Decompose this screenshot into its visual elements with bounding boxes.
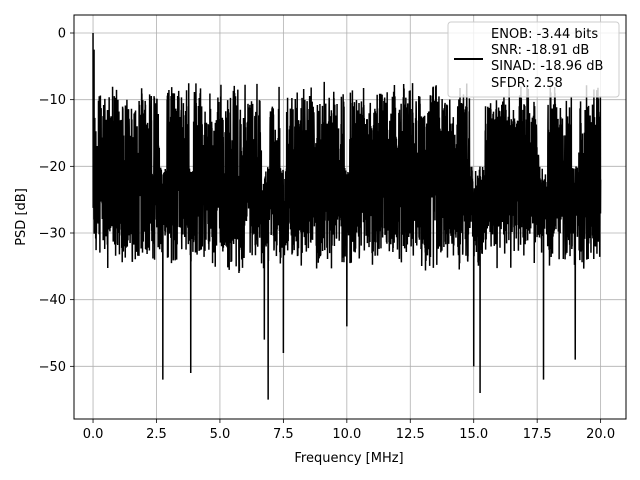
y-axis-label: PSD [dB]	[14, 188, 29, 246]
plot-area	[92, 32, 602, 400]
y-axis: 0 −10 −20 −30 −40 −50	[39, 27, 74, 375]
x-tick-label: 7.5	[273, 427, 294, 442]
x-axis: 0.0 2.5 5.0 7.5 10.0 12.5 15.0 17.5 20.0	[83, 419, 615, 442]
x-tick-label: 20.0	[586, 427, 615, 442]
x-tick-label: 10.0	[332, 427, 361, 442]
plot-frame	[73, 14, 627, 420]
x-tick-label: 17.5	[523, 427, 552, 442]
x-axis-label: Frequency [MHz]	[294, 451, 403, 466]
y-tick-label: −40	[39, 293, 66, 308]
x-tick-label: 5.0	[210, 427, 231, 442]
x-tick-label: 15.0	[459, 427, 488, 442]
psd-series-line	[92, 32, 602, 400]
legend-entry-sfdr: SFDR: 2.58	[491, 76, 563, 91]
y-tick-label: −50	[39, 360, 66, 375]
legend-entry-snr: SNR: -18.91 dB	[491, 43, 589, 58]
legend-box	[447, 21, 620, 98]
x-tick-label: 12.5	[396, 427, 425, 442]
x-tick-label: 0.0	[83, 427, 104, 442]
x-tick-label: 2.5	[146, 427, 167, 442]
legend: ENOB: -3.44 bits SNR: -18.91 dB SINAD: -…	[447, 21, 620, 98]
y-tick-label: −30	[39, 227, 66, 242]
y-tick-label: 0	[58, 27, 66, 42]
y-tick-label: −10	[39, 93, 66, 108]
legend-entry-sinad: SINAD: -18.96 dB	[491, 59, 603, 74]
legend-entry-enob: ENOB: -3.44 bits	[491, 27, 598, 42]
y-tick-label: −20	[39, 160, 66, 175]
